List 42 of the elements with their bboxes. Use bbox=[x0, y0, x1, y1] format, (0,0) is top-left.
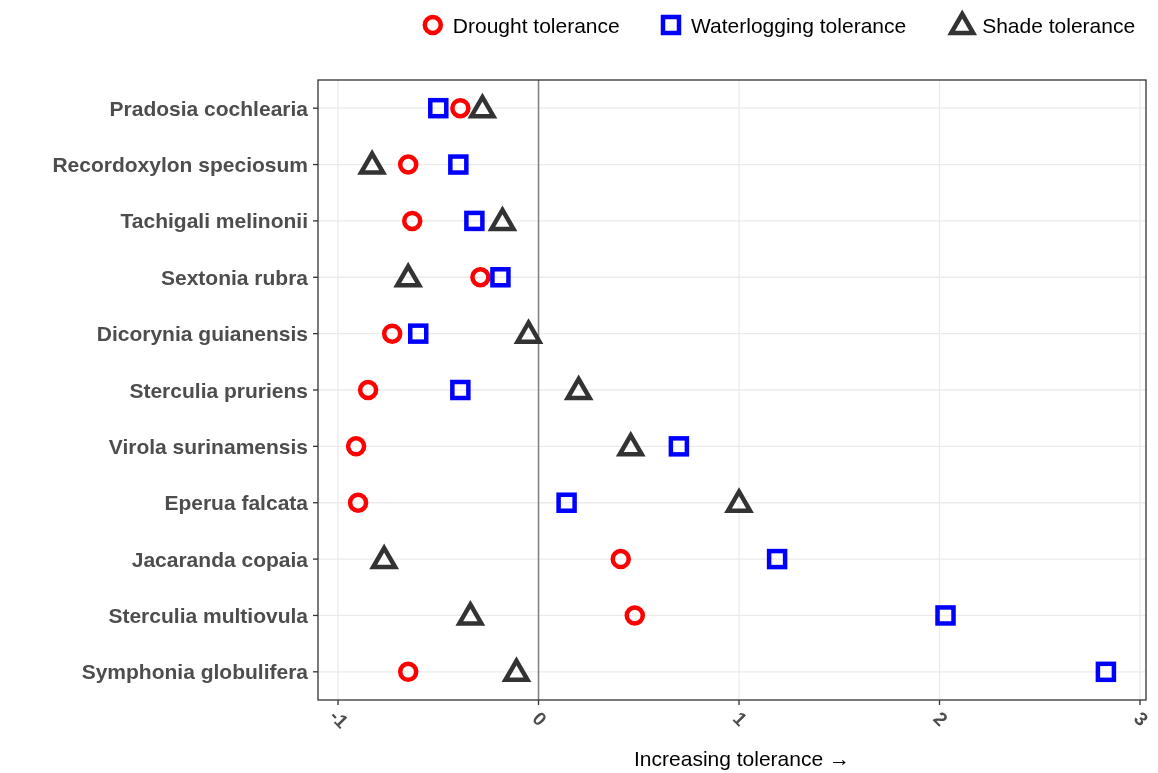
y-tick-label: Eperua falcata bbox=[164, 491, 309, 515]
point bbox=[345, 436, 367, 457]
y-tick-label: Dicorynia guianensis bbox=[96, 322, 308, 346]
x-tick-label: -1 bbox=[325, 705, 353, 733]
point bbox=[464, 210, 485, 232]
point bbox=[407, 323, 429, 344]
point bbox=[347, 492, 369, 513]
y-tick-label: Sterculia multiovula bbox=[108, 603, 309, 627]
point bbox=[450, 97, 471, 119]
point bbox=[428, 97, 449, 119]
y-tick-label: Sextonia rubra bbox=[160, 265, 309, 289]
x-tick-label: 0 bbox=[528, 707, 551, 731]
x-tick-label: 3 bbox=[1129, 707, 1153, 731]
legend-label: Shade tolerance bbox=[982, 13, 1136, 37]
y-tick-label: Tachigali melinonii bbox=[120, 209, 308, 233]
y-tick-label: Recordoxylon speciosum bbox=[52, 153, 308, 177]
point bbox=[935, 605, 956, 626]
y-tick-label: Symphonia globulifera bbox=[81, 660, 309, 684]
x-tick-label: 1 bbox=[728, 707, 752, 731]
point bbox=[381, 323, 403, 344]
x-axis-title: Increasing tolerance → bbox=[634, 747, 850, 770]
point bbox=[397, 661, 419, 683]
legend-label: Waterlogging tolerance bbox=[691, 13, 907, 37]
y-tick-label: Pradosia cochlearia bbox=[109, 96, 309, 120]
y-tick-label: Sterculia pruriens bbox=[129, 378, 308, 402]
legend-label: Drought tolerance bbox=[452, 13, 620, 37]
point bbox=[397, 154, 419, 175]
y-tick-label: Jacaranda copaia bbox=[131, 547, 309, 571]
point bbox=[624, 605, 646, 626]
point bbox=[556, 492, 577, 513]
point bbox=[490, 267, 511, 288]
point bbox=[470, 267, 491, 288]
x-tick-label: 2 bbox=[929, 707, 952, 731]
point bbox=[1095, 661, 1117, 683]
point bbox=[450, 379, 471, 401]
point bbox=[610, 548, 631, 570]
point bbox=[448, 154, 469, 175]
point bbox=[766, 548, 788, 570]
point bbox=[401, 210, 423, 232]
point bbox=[357, 379, 379, 401]
y-tick-label: Virola surinamensis bbox=[108, 434, 308, 458]
point bbox=[668, 436, 690, 457]
